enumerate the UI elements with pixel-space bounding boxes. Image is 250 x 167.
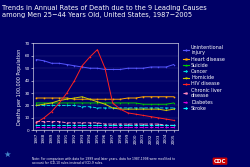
Text: Trends in Annual Rates of Death due to the 9 Leading Causes
among Men 25−44 Year: Trends in Annual Rates of Death due to t…	[2, 5, 207, 18]
Legend: Unintentional
injury, Heart disease, Suicide, Cancer, Homicide, HIV disease, Chr: Unintentional injury, Heart disease, Sui…	[183, 44, 226, 111]
Y-axis label: Deaths per 100,000 Population: Deaths per 100,000 Population	[18, 49, 22, 125]
Text: ★: ★	[4, 150, 11, 159]
Text: CDC: CDC	[214, 159, 226, 164]
Text: Note: For comparison with data for 1999 and later years, data for 1987-1998 were: Note: For comparison with data for 1999 …	[32, 157, 176, 165]
